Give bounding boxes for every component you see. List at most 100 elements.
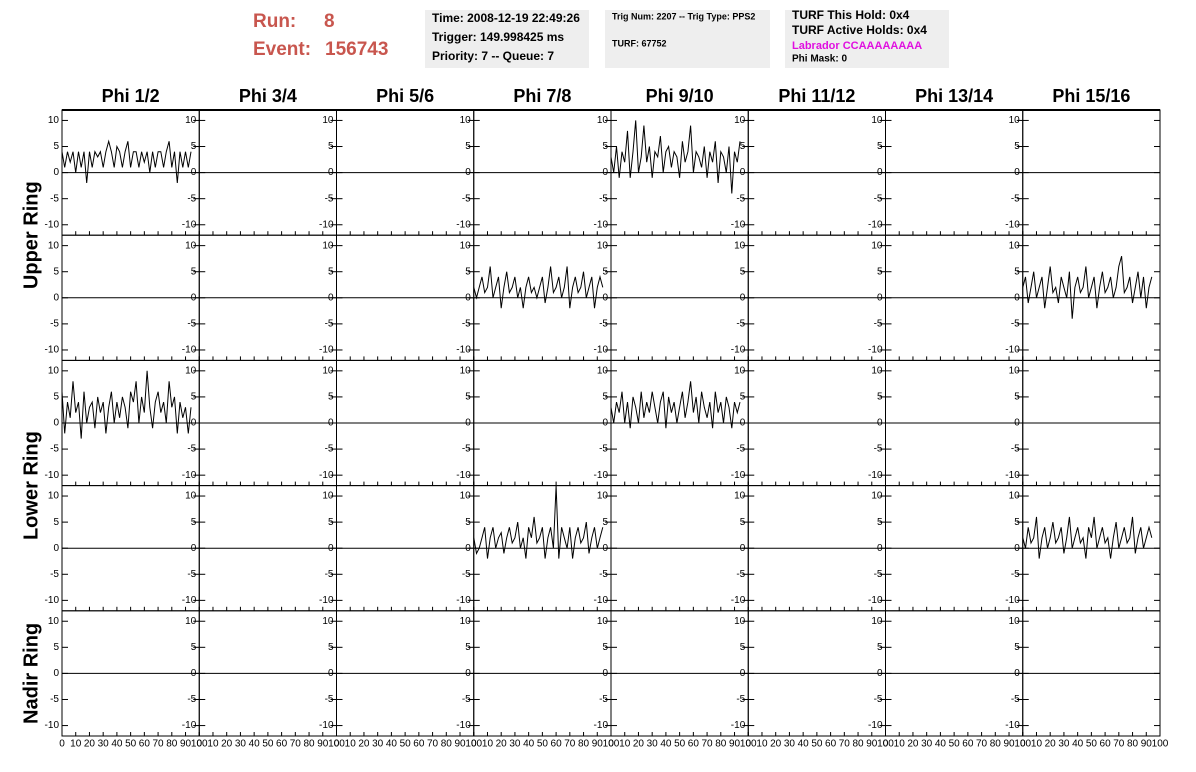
y-tick-label: 10 (734, 365, 746, 376)
column-title: Phi 9/10 (646, 86, 714, 106)
x-tick-label: 70 (564, 739, 576, 750)
y-tick-label: 0 (191, 543, 197, 554)
y-tick-label: 5 (53, 517, 59, 528)
y-tick-label: -10 (182, 470, 197, 481)
y-tick-label: -10 (45, 345, 60, 356)
y-tick-label: -10 (319, 470, 334, 481)
x-tick-label: 40 (1072, 739, 1084, 750)
y-tick-label: 10 (871, 616, 883, 627)
x-tick-label: 70 (702, 739, 714, 750)
y-tick-label: 5 (191, 517, 197, 528)
x-tick-label: 20 (770, 739, 782, 750)
y-tick-label: 0 (53, 668, 59, 679)
y-tick-label: -10 (731, 595, 746, 606)
waveform (473, 485, 604, 559)
x-tick-label: 50 (1086, 739, 1098, 750)
info-box (605, 10, 770, 68)
y-tick-label: 0 (53, 292, 59, 303)
y-tick-label: 5 (740, 141, 746, 152)
y-tick-label: 10 (871, 365, 883, 376)
y-tick-label: 10 (48, 616, 60, 627)
y-tick-label: 5 (1014, 642, 1020, 653)
info-box (785, 10, 949, 68)
y-tick-label: 5 (53, 392, 59, 403)
y-tick-label: 0 (191, 668, 197, 679)
info-line: Labrador CCAAAAAAAA (792, 40, 922, 52)
x-tick-label: 0 (1020, 739, 1026, 750)
x-tick-label: 30 (1058, 739, 1070, 750)
y-tick-label: 10 (597, 115, 609, 126)
y-tick-label: 5 (328, 141, 334, 152)
y-tick-label: -10 (1005, 595, 1020, 606)
x-tick-label: 70 (976, 739, 988, 750)
column-title: Phi 13/14 (915, 86, 993, 106)
y-tick-label: 10 (185, 616, 197, 627)
y-tick-label: -10 (456, 219, 471, 230)
y-tick-label: 0 (877, 543, 883, 554)
y-tick-label: 10 (1009, 365, 1021, 376)
x-tick-label: 90 (317, 739, 329, 750)
y-tick-label: -5 (874, 319, 883, 330)
y-tick-label: 5 (328, 517, 334, 528)
x-tick-label: 80 (578, 739, 590, 750)
x-tick-label: 0 (334, 739, 340, 750)
x-tick-label: 60 (688, 739, 700, 750)
y-tick-label: 5 (602, 266, 608, 277)
x-tick-label: 40 (386, 739, 398, 750)
y-tick-label: 0 (740, 167, 746, 178)
y-tick-label: 10 (322, 115, 334, 126)
x-tick-label: 10 (482, 739, 494, 750)
y-tick-label: -5 (1011, 569, 1020, 580)
y-tick-label: 5 (53, 266, 59, 277)
y-tick-label: 0 (1014, 418, 1020, 429)
y-tick-label: -10 (731, 470, 746, 481)
x-tick-label: 90 (180, 739, 192, 750)
y-tick-label: 10 (460, 240, 472, 251)
x-tick-label: 0 (608, 739, 614, 750)
y-tick-label: 0 (53, 167, 59, 178)
y-tick-label: -5 (187, 444, 196, 455)
y-tick-label: 10 (597, 491, 609, 502)
y-tick-label: -5 (50, 569, 59, 580)
y-tick-label: 5 (465, 517, 471, 528)
y-tick-label: 10 (1009, 616, 1021, 627)
x-tick-label: 100 (740, 739, 757, 750)
y-tick-label: 10 (322, 491, 334, 502)
y-tick-label: 0 (465, 167, 471, 178)
y-tick-label: 10 (734, 115, 746, 126)
y-tick-label: 5 (1014, 266, 1020, 277)
event-label: Event: (253, 39, 311, 60)
x-tick-label: 30 (98, 739, 110, 750)
x-tick-label: 60 (551, 739, 563, 750)
x-tick-label: 10 (756, 739, 768, 750)
y-tick-label: -5 (50, 319, 59, 330)
x-tick-label: 80 (303, 739, 315, 750)
y-tick-label: 5 (328, 642, 334, 653)
y-tick-label: -5 (187, 694, 196, 705)
x-tick-label: 30 (647, 739, 659, 750)
y-tick-label: 10 (871, 240, 883, 251)
x-tick-label: 100 (328, 739, 345, 750)
y-tick-label: -10 (868, 470, 883, 481)
y-tick-label: -10 (319, 345, 334, 356)
y-tick-label: 5 (328, 392, 334, 403)
y-tick-label: -5 (736, 444, 745, 455)
x-tick-label: 10 (207, 739, 219, 750)
y-tick-label: 10 (322, 240, 334, 251)
y-tick-label: -10 (594, 595, 609, 606)
y-tick-label: 5 (877, 392, 883, 403)
y-tick-label: 10 (322, 616, 334, 627)
x-tick-label: 50 (537, 739, 549, 750)
y-tick-label: -10 (594, 219, 609, 230)
x-tick-label: 70 (839, 739, 851, 750)
y-tick-label: -5 (462, 444, 471, 455)
x-tick-label: 50 (125, 739, 137, 750)
y-tick-label: 10 (1009, 115, 1021, 126)
x-tick-label: 50 (674, 739, 686, 750)
y-tick-label: -10 (1005, 345, 1020, 356)
x-tick-label: 20 (496, 739, 508, 750)
y-tick-label: 5 (465, 266, 471, 277)
y-tick-label: -10 (868, 720, 883, 731)
x-tick-label: 40 (111, 739, 123, 750)
x-tick-label: 80 (441, 739, 453, 750)
